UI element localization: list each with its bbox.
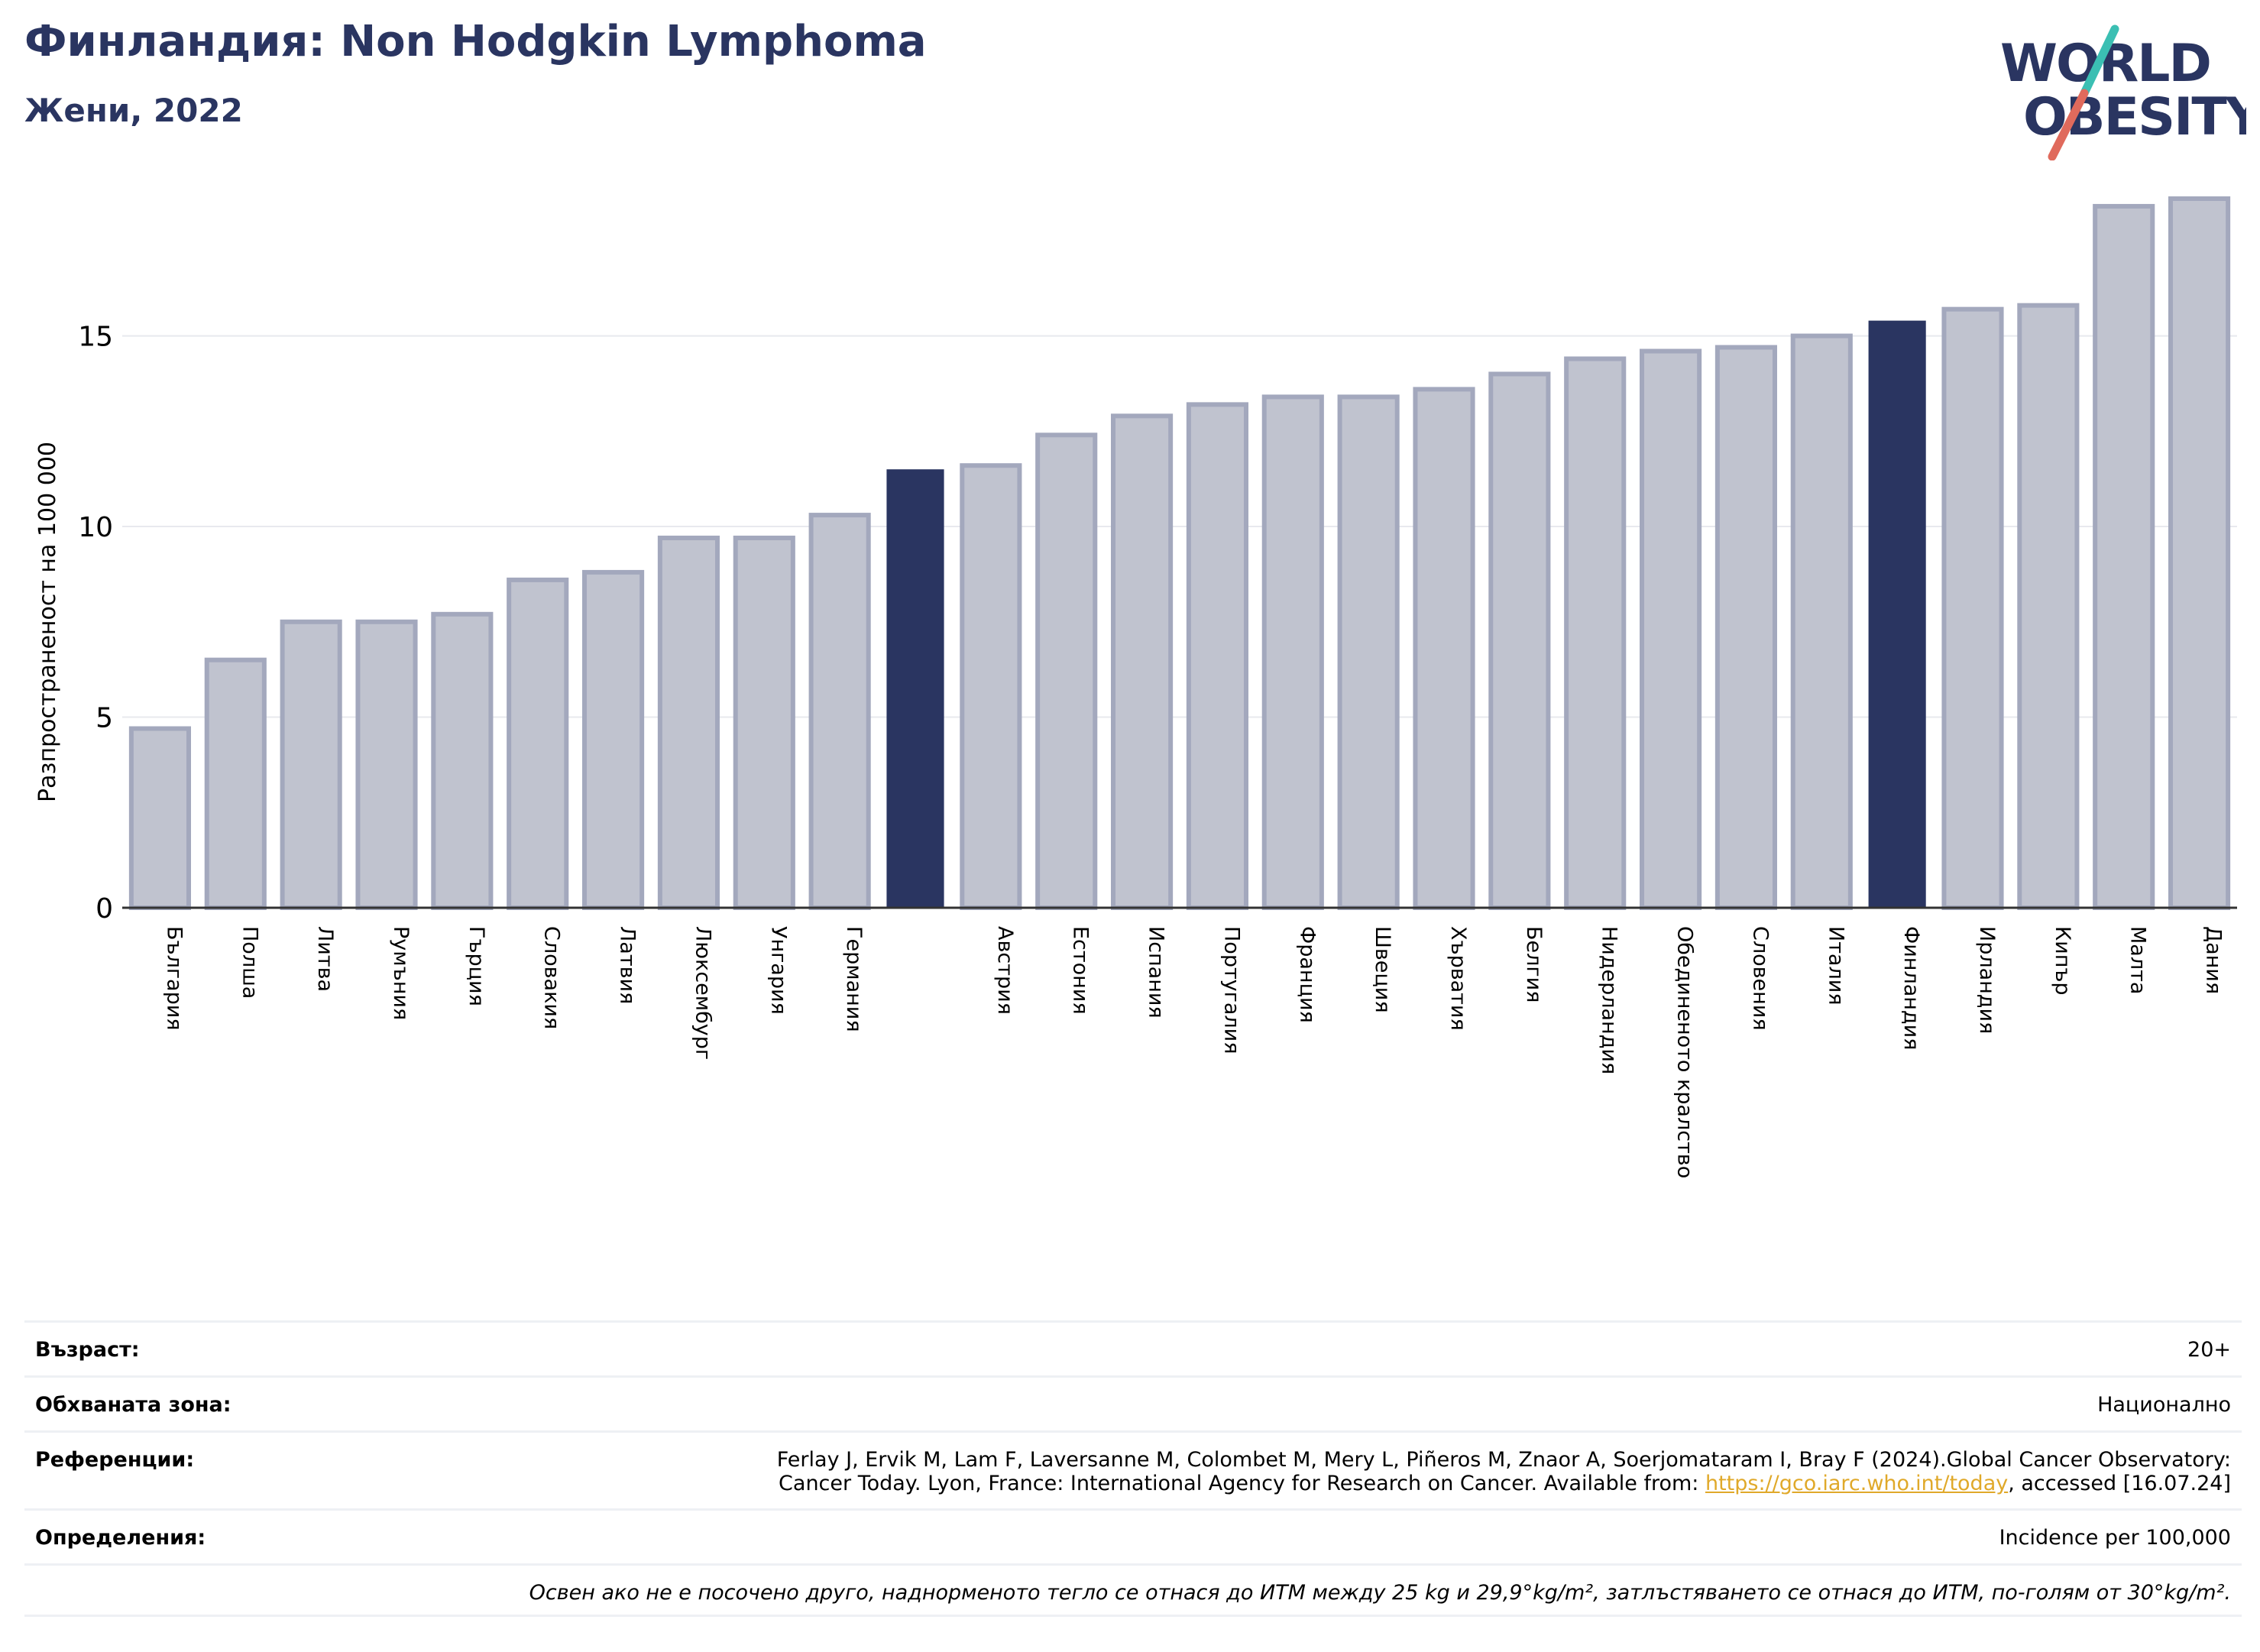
x-tick-label: Латвия (616, 926, 639, 1004)
bar (128, 726, 191, 911)
info-row-area: Обхваната зона: Национално (24, 1375, 2242, 1430)
bar (1035, 432, 1098, 910)
bars (128, 196, 2231, 911)
info-table: Възраст: 20+ Обхваната зона: Национално … (24, 1320, 2242, 1617)
bar (355, 619, 418, 911)
references-label: Референции: (35, 1448, 195, 1472)
x-tick-label: Германия (842, 926, 866, 1032)
x-tick-label: България (162, 926, 186, 1031)
bar (2168, 196, 2231, 910)
references-line2-post: , accessed [16.07.24] (2008, 1472, 2231, 1495)
bar (1564, 356, 1627, 910)
x-tick-label: Литва (313, 926, 337, 992)
y-tick-labels: 0 5 10 15 (78, 322, 113, 925)
y-axis-label: Разпространеност на 100 000 (34, 442, 61, 802)
y-tick-label: 15 (78, 322, 113, 353)
x-tick-label: Нидерландия (1598, 926, 1621, 1074)
x-tick-label: Дания (2202, 926, 2226, 994)
area-label: Обхваната зона: (35, 1393, 232, 1417)
bar (960, 463, 1022, 910)
bar (2017, 303, 2080, 910)
info-row-footnote: Освен ако не е посочено друго, наднормен… (24, 1563, 2242, 1617)
logo-slash-red (2048, 89, 2089, 160)
bar (1714, 345, 1777, 910)
bar (1488, 371, 1551, 910)
bar (1111, 413, 1174, 910)
bar (431, 611, 494, 911)
bar (808, 513, 871, 910)
bar (2093, 203, 2155, 910)
bar (1868, 320, 1926, 908)
x-tick-label: Хърватия (1446, 926, 1470, 1031)
x-tick-label: Ирландия (1975, 926, 1999, 1034)
bar (1790, 333, 1853, 911)
y-tick-label: 5 (96, 703, 113, 734)
x-tick-label: Австрия (993, 926, 1017, 1015)
info-row-definitions: Определения: Incidence per 100,000 (24, 1508, 2242, 1563)
info-row-age: Възраст: 20+ (24, 1320, 2242, 1375)
y-tick-label: 10 (78, 512, 113, 543)
bar (280, 619, 342, 911)
area-value: Национално (2097, 1393, 2231, 1417)
x-tick-label: Кипър (2051, 926, 2074, 996)
bar (1413, 387, 1475, 910)
world-obesity-logo: WORLD OBESITY (2000, 24, 2246, 160)
references-value: Ferlay J, Ervik M, Lam F, Laversanne M, … (777, 1433, 2231, 1495)
x-tick-label: Франция (1295, 926, 1319, 1023)
definitions-value: Incidence per 100,000 (1999, 1526, 2231, 1550)
references-line1: Ferlay J, Ervik M, Lam F, Laversanne M, … (776, 1448, 2231, 1472)
bar (657, 536, 720, 910)
x-tick-label: Словакия (540, 926, 564, 1029)
bar (886, 469, 944, 908)
logo-slash-teal (2080, 24, 2119, 98)
references-link[interactable]: https://gco.iarc.who.int/today (1705, 1472, 2009, 1495)
footnote-text: Освен ако не е посочено друго, наднормен… (529, 1581, 2231, 1605)
bar (733, 536, 795, 910)
bar (1261, 394, 1324, 910)
x-tick-label: Испания (1145, 926, 1168, 1019)
x-tick-label: Белгия (1522, 926, 1546, 1003)
bar (507, 577, 569, 910)
age-label: Възраст: (35, 1338, 140, 1362)
x-tick-label: Гърция (465, 926, 488, 1006)
bar (582, 569, 645, 910)
x-tick-label: Обединеното кралство (1673, 926, 1697, 1178)
info-row-references: Референции: Ferlay J, Ervik M, Lam F, La… (24, 1430, 2242, 1508)
x-tick-label: Румъния (389, 926, 413, 1020)
bar (1186, 402, 1248, 910)
bar (204, 657, 267, 910)
x-tick-label: Португалия (1219, 926, 1243, 1054)
bar (1337, 394, 1400, 910)
x-tick-label: Финландия (1899, 926, 1923, 1050)
references-line2-pre: Cancer Today. Lyon, France: Internationa… (779, 1472, 1705, 1495)
x-tick-label: Полша (238, 926, 261, 999)
x-tick-label: Италия (1824, 926, 1847, 1006)
x-tick-label: Швеция (1371, 926, 1394, 1013)
chart-subtitle: Жени, 2022 (24, 92, 243, 129)
age-value: 20+ (2187, 1338, 2231, 1362)
x-tick-label: Унгария (766, 926, 790, 1015)
x-tick-labels: България Полша Литва Румъния Гърция Словакия Л… (162, 926, 2225, 1178)
x-tick-label: Словения (1748, 926, 1772, 1031)
chart-title: Финландия: Non Hodgkin Lymphoma (24, 17, 927, 66)
x-tick-label: Малта (2126, 926, 2150, 994)
definitions-label: Определения: (35, 1526, 206, 1550)
bar (1941, 306, 2004, 910)
y-tick-label: 0 (96, 893, 113, 925)
x-tick-label: Люксембург (691, 926, 714, 1060)
bar-chart: 0 5 10 15 България Полша Литва Румъния Гърция Сл… (34, 196, 2237, 1178)
bar (1640, 348, 1702, 910)
x-tick-label: Естония (1069, 926, 1093, 1015)
